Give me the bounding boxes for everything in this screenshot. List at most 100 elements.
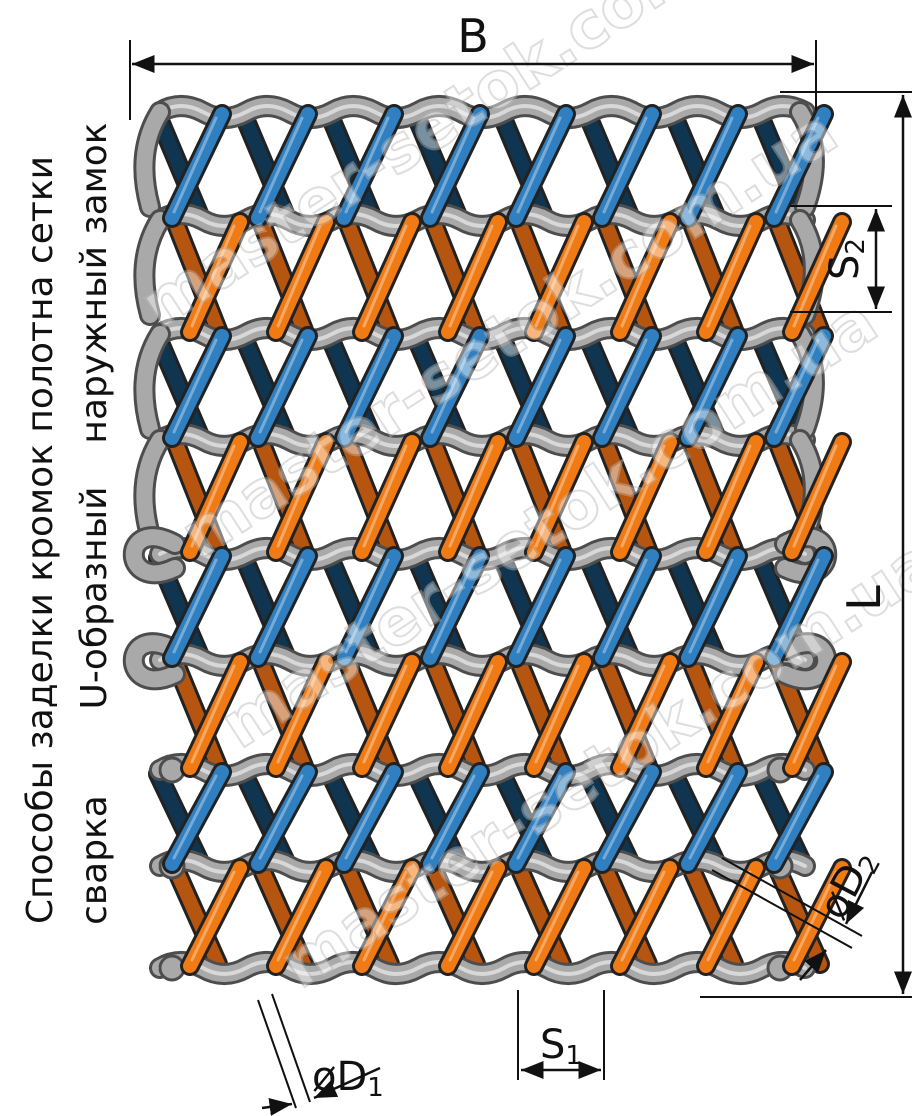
dimension-width-label: B xyxy=(457,9,489,63)
spiral-highlight xyxy=(620,870,666,962)
spiral-front-wire xyxy=(767,549,831,665)
spiral-highlight xyxy=(258,774,304,860)
spiral-highlight xyxy=(276,224,322,328)
u-loop-left xyxy=(125,529,183,582)
spiral-back-wire xyxy=(409,331,465,443)
spiral-back-wire xyxy=(685,217,741,337)
spiral-back-wire xyxy=(495,109,551,223)
spiral-highlight xyxy=(620,444,666,548)
spiral-front-wire xyxy=(183,435,247,559)
left-labels: Способы заделки кромок полотна сетки нар… xyxy=(20,122,115,924)
spiral-front-wire xyxy=(165,549,229,665)
spiral-front-wire xyxy=(423,765,487,871)
spiral-front-wire xyxy=(527,435,591,559)
spiral-highlight xyxy=(362,224,408,328)
spiral-front-wire xyxy=(441,655,505,775)
spiral-back-wire xyxy=(581,551,637,663)
spiral-front-wire xyxy=(527,655,591,775)
spiral-highlight xyxy=(602,116,648,214)
spiral-back-wire xyxy=(255,863,311,971)
spiral-highlight xyxy=(172,774,218,860)
spiral-front-wire xyxy=(269,435,333,559)
spiral-highlight xyxy=(276,444,322,548)
spiral-back-wire xyxy=(753,767,809,869)
spiral-front-wire xyxy=(699,655,763,775)
spiral-back-wire xyxy=(427,217,483,337)
spiral-back-wire xyxy=(495,767,551,869)
spiral-back-wire xyxy=(581,109,637,223)
spiral-back-wire xyxy=(169,437,225,557)
spiral-back-wire xyxy=(237,767,293,869)
spiral-highlight xyxy=(172,558,218,654)
spiral-highlight xyxy=(516,558,562,654)
u-loop-left xyxy=(125,635,183,688)
spiral-highlight xyxy=(688,338,734,434)
spiral-front-wire xyxy=(251,107,315,225)
spiral-highlight xyxy=(362,664,408,764)
spiral-highlight xyxy=(706,664,752,764)
spiral-front-wire xyxy=(699,435,763,559)
dimension-length-label: L xyxy=(837,585,891,611)
spiral-front-wire xyxy=(613,655,677,775)
dimension-spiral-diameter-label: øD1 xyxy=(312,1054,384,1103)
spiral-back-wire xyxy=(753,109,809,223)
spiral-back-wire xyxy=(667,551,723,663)
edge-method-welding: сварка xyxy=(74,795,115,925)
spiral-highlight xyxy=(534,444,580,548)
spiral-highlight xyxy=(344,116,390,214)
spiral-highlight xyxy=(792,664,838,764)
spiral-back-wires xyxy=(148,106,830,974)
spiral-highlight xyxy=(534,664,580,764)
spiral-highlight xyxy=(792,444,838,548)
spiral-back-wire xyxy=(667,109,723,223)
dimension-step-long-label: S2 xyxy=(822,238,871,280)
spiral-front-wire xyxy=(423,329,487,445)
spiral-front-wire xyxy=(509,107,573,225)
spiral-front-wire xyxy=(613,861,677,973)
spiral-highlight xyxy=(344,558,390,654)
spiral-highlight xyxy=(172,338,218,434)
spiral-back-wire xyxy=(409,551,465,663)
outer-lock-left xyxy=(136,104,168,215)
spiral-front-wire xyxy=(767,107,831,225)
spiral-highlight xyxy=(190,664,236,764)
spiral-front-wire xyxy=(441,861,505,973)
spiral-back-wire xyxy=(341,217,397,337)
spiral-highlight xyxy=(534,224,580,328)
spiral-front-wire xyxy=(595,329,659,445)
spiral-front-wire xyxy=(613,215,677,339)
spiral-back-wire xyxy=(323,331,379,443)
dimension-length: L xyxy=(700,91,912,998)
outer-lock-left xyxy=(136,212,168,323)
spiral-back-wire xyxy=(581,331,637,443)
spiral-highlight xyxy=(258,558,304,654)
spiral-highlight xyxy=(362,870,408,962)
spiral-highlight xyxy=(172,116,218,214)
spiral-front-wire xyxy=(767,329,831,445)
spiral-back-wire xyxy=(495,551,551,663)
spiral-front-wire xyxy=(681,329,745,445)
spiral-back-wire xyxy=(599,863,655,971)
spiral-highlight xyxy=(620,664,666,764)
spiral-highlight xyxy=(516,338,562,434)
dimension-width: B xyxy=(129,9,817,120)
spiral-front-wire xyxy=(269,655,333,775)
spiral-highlight xyxy=(276,664,322,764)
spiral-highlight xyxy=(190,224,236,328)
spiral-back-wire xyxy=(237,331,293,443)
spiral-front-wire xyxy=(681,765,745,871)
spiral-highlight xyxy=(258,338,304,434)
spiral-back-wire xyxy=(169,217,225,337)
spiral-front-wire xyxy=(165,107,229,225)
spiral-front-wire xyxy=(355,215,419,339)
spiral-front-wire xyxy=(423,549,487,665)
spiral-back-wire xyxy=(599,657,655,773)
spiral-front-wire xyxy=(251,765,315,871)
spiral-highlight xyxy=(190,444,236,548)
spiral-highlight xyxy=(190,870,236,962)
spiral-back-wire xyxy=(255,657,311,773)
spiral-highlight xyxy=(258,116,304,214)
outer-lock-left xyxy=(136,432,168,543)
spiral-highlight xyxy=(620,224,666,328)
spiral-front-wire xyxy=(251,549,315,665)
